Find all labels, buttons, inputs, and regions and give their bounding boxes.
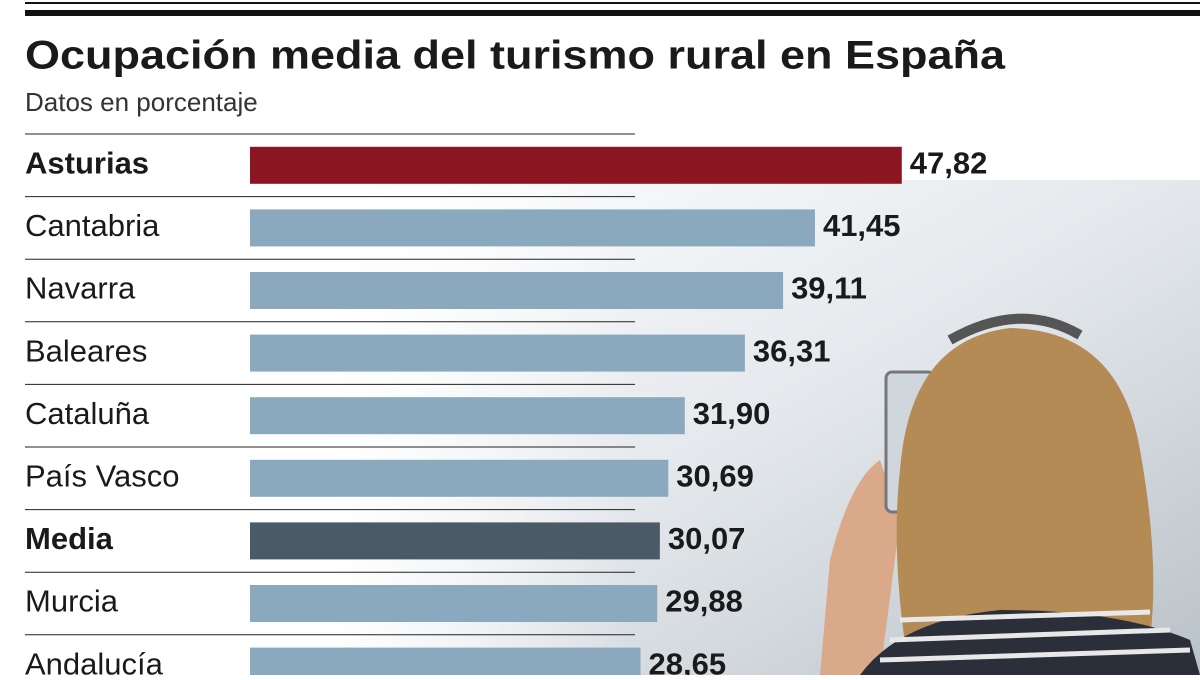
bar xyxy=(250,459,669,497)
bar xyxy=(250,209,815,247)
category-label: Media xyxy=(25,521,114,556)
category-label: Andalucía xyxy=(25,646,164,675)
category-label: Cantabria xyxy=(25,208,160,243)
category-label: Cataluña xyxy=(25,396,150,431)
value-label: 41,45 xyxy=(823,208,901,243)
value-label: 29,88 xyxy=(665,584,743,619)
value-label: 30,69 xyxy=(676,458,754,493)
category-label: Asturias xyxy=(25,145,149,180)
value-label: 36,31 xyxy=(753,333,831,368)
category-label: Murcia xyxy=(25,584,119,619)
bar xyxy=(250,272,784,309)
chart-subtitle: Datos en porcentaje xyxy=(25,87,258,117)
chart-title: Ocupación media del turismo rural en Esp… xyxy=(25,34,1006,78)
bar xyxy=(250,647,641,680)
bar xyxy=(250,146,902,184)
bar xyxy=(250,397,685,435)
bar xyxy=(250,522,660,560)
value-label: 47,82 xyxy=(910,145,988,180)
value-label: 28,65 xyxy=(648,646,726,675)
value-label: 31,90 xyxy=(693,396,771,431)
value-label: 30,07 xyxy=(668,521,746,556)
bar xyxy=(250,334,745,372)
category-label: País Vasco xyxy=(25,458,180,493)
value-label: 39,11 xyxy=(791,271,867,306)
category-label: Navarra xyxy=(25,271,136,306)
bar xyxy=(250,585,658,622)
category-label: Baleares xyxy=(25,333,147,368)
